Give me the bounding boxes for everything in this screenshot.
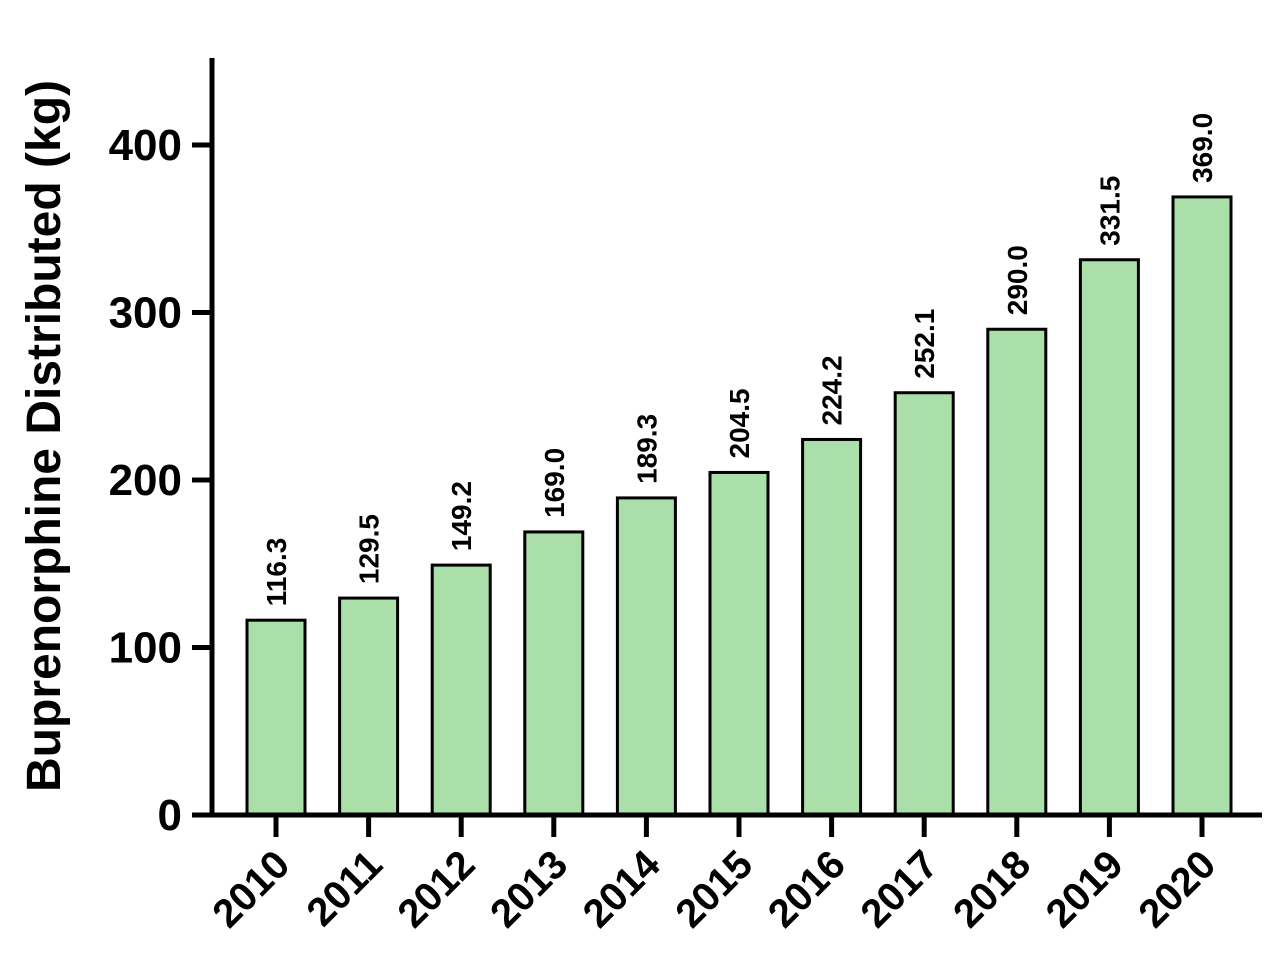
bar-2019 bbox=[1078, 258, 1140, 817]
bar-2014 bbox=[615, 496, 677, 817]
data-label-2011: 129.5 bbox=[354, 514, 385, 584]
bar-2020 bbox=[1171, 195, 1233, 817]
data-label-2018: 290.0 bbox=[1002, 245, 1033, 315]
bar-2010 bbox=[245, 618, 307, 817]
data-label-2017: 252.1 bbox=[909, 309, 940, 379]
x-axis-ticks: 2010 201120122013201420152016201720182019… bbox=[204, 815, 1224, 936]
x-tick-label-2017: 2017 bbox=[853, 842, 947, 936]
data-label-2015: 204.5 bbox=[724, 388, 755, 458]
y-axis-title: Buprenorphine Distributed (kg) bbox=[18, 80, 71, 792]
y-tick-label-400: 400 bbox=[109, 121, 182, 170]
x-tick-label-2020: 2020 bbox=[1130, 842, 1224, 936]
x-tick-label-2016: 2016 bbox=[760, 842, 854, 936]
bar-2012 bbox=[430, 563, 492, 817]
data-label-2016: 224.2 bbox=[817, 355, 848, 425]
x-tick-label-2011: 2011 bbox=[298, 842, 390, 934]
bar-2018 bbox=[986, 327, 1048, 817]
data-label-2010: 116.3 bbox=[261, 538, 292, 607]
bar-2017 bbox=[893, 391, 955, 817]
bar-2015 bbox=[708, 470, 770, 817]
x-tick-label-2012: 2012 bbox=[390, 842, 484, 936]
y-axis-ticks: 0 100 200 300 400 bbox=[109, 121, 212, 840]
data-label-2013: 169.0 bbox=[539, 448, 570, 518]
data-label-2020: 369.0 bbox=[1187, 113, 1218, 183]
bar-2016 bbox=[801, 437, 863, 817]
y-tick-label-200: 200 bbox=[109, 456, 182, 505]
bar-series bbox=[245, 195, 1233, 817]
data-label-2012: 149.2 bbox=[446, 481, 477, 551]
x-tick-label-2019: 2019 bbox=[1038, 842, 1132, 936]
data-label-2014: 189.3 bbox=[631, 414, 662, 484]
data-label-2019: 331.5 bbox=[1094, 176, 1125, 246]
x-tick-label-2014: 2014 bbox=[575, 842, 670, 937]
data-labels: 116.3 129.5 149.2 169.0 189.3 204.5 224.2 252.1… bbox=[261, 113, 1218, 606]
x-tick-label-2018: 2018 bbox=[945, 842, 1039, 936]
plot-area: 116.3 129.5 149.2 169.0 189.3 204.5 224.2 252.1… bbox=[109, 58, 1262, 936]
bar-2013 bbox=[523, 530, 585, 817]
x-tick-label-2010: 2010 bbox=[204, 842, 298, 936]
y-tick-label-300: 300 bbox=[109, 289, 182, 338]
bar-2011 bbox=[338, 596, 400, 817]
x-tick-label-2013: 2013 bbox=[482, 842, 576, 936]
x-tick-label-2015: 2015 bbox=[667, 842, 761, 936]
y-tick-label-100: 100 bbox=[109, 624, 182, 673]
y-tick-label-0: 0 bbox=[158, 791, 182, 840]
